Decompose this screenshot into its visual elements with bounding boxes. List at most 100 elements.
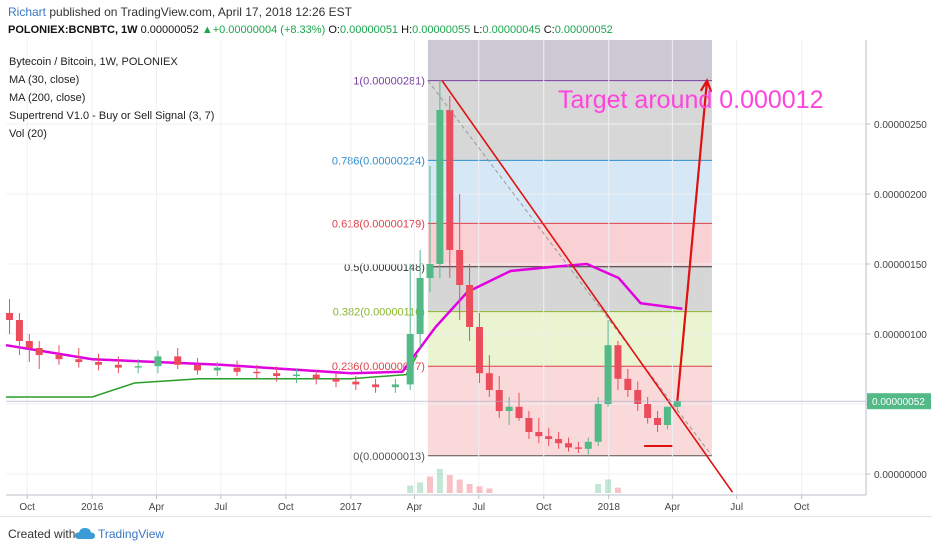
candle-body-11 (194, 364, 202, 371)
volume-bar-11 (614, 487, 621, 493)
candle-body-46 (644, 404, 652, 418)
fib-level-label-0: 1(0.00000281) (353, 76, 425, 88)
candle-body-24 (426, 264, 434, 278)
candle-body-25 (436, 110, 444, 264)
drawings[interactable] (427, 78, 734, 493)
legend-ma200: MA (200, close) (9, 92, 86, 104)
high-label: H: (401, 24, 413, 36)
candle-body-27 (456, 250, 464, 285)
fib-level-label-4: 0.382(0.00000116) (333, 307, 425, 319)
candle-body-38 (564, 443, 572, 448)
fib-zone-4 (427, 311, 712, 367)
candle-body-6 (95, 362, 103, 365)
candle-body-32 (505, 406, 513, 411)
x-tick-label-6: Apr (407, 502, 423, 513)
publish-line: Richart published on TradingView.com, Ap… (8, 5, 352, 19)
grid (6, 40, 866, 495)
x-tick-label-9: 2018 (598, 502, 621, 513)
candle-body-22 (406, 334, 414, 385)
candle-body-47 (654, 418, 662, 425)
x-tick-label-1: 2016 (81, 502, 104, 513)
axes: 0.000000000.000000500.000001000.00000150… (6, 40, 931, 513)
y-tick-label-4: 0.00000200 (874, 190, 927, 201)
published-text: published on TradingView.com, April 17, … (49, 5, 353, 19)
y-tick-label-2: 0.00000100 (874, 330, 927, 341)
target-annotation: Target around 0.000012 (558, 86, 824, 114)
candle-body-41 (594, 404, 602, 442)
volume-bar-9 (595, 484, 602, 493)
candle-body-9 (154, 356, 162, 367)
candle-body-42 (604, 345, 612, 404)
candles (6, 80, 681, 455)
candle-body-40 (584, 441, 592, 449)
fib-level-label-6: 0(0.00000013) (353, 451, 425, 463)
candle-body-19 (352, 381, 360, 385)
candle-body-17 (312, 374, 320, 379)
candle-body-30 (485, 373, 493, 390)
candle-body-33 (515, 406, 523, 418)
open-value: 0.00000051 (339, 24, 399, 36)
candle-body-29 (475, 327, 483, 374)
candle-body-31 (495, 390, 503, 411)
candle-body-49 (673, 401, 681, 407)
candle-body-15 (273, 373, 281, 376)
candle-body-28 (466, 285, 474, 327)
candle-body-18 (332, 378, 340, 382)
volume-bar-2 (426, 476, 433, 493)
y-tick-label-5: 0.00000250 (874, 120, 927, 131)
x-tick-label-7: Jul (472, 502, 485, 513)
candle-body-5 (75, 359, 83, 362)
fib-zone-1 (427, 160, 712, 224)
candle-body-39 (574, 447, 582, 449)
close-label: C: (543, 24, 555, 36)
legend-title: Bytecoin / Bitcoin, 1W, POLONIEX (9, 56, 178, 68)
fib-zone-2 (427, 223, 712, 267)
high-value: 0.00000055 (412, 24, 471, 36)
legend-supertrend: Supertrend V1.0 - Buy or Sell Signal (3,… (9, 110, 215, 122)
candle-body-4 (55, 355, 63, 360)
candle-body-10 (174, 356, 182, 365)
x-tick-label-8: Oct (536, 502, 552, 513)
tradingview-brand[interactable]: TradingView (98, 527, 165, 541)
candle-body-14 (253, 371, 261, 374)
candle-body-34 (525, 418, 533, 432)
candle-body-48 (663, 406, 671, 425)
candle-body-1 (15, 320, 23, 341)
x-tick-label-4: Oct (278, 502, 294, 513)
candle-body-13 (233, 367, 241, 372)
last-price-badge (867, 393, 931, 410)
x-tick-label-10: Apr (665, 502, 681, 513)
volume-bars (407, 469, 621, 493)
downtrend-line (441, 80, 734, 493)
candle-body-26 (446, 110, 454, 250)
open-label: O: (328, 24, 340, 36)
volume-bar-0 (407, 485, 414, 493)
last-price-label: 0.00000052 (872, 397, 925, 408)
candle-body-35 (535, 432, 543, 437)
candle-body-3 (35, 348, 43, 355)
symbol-name[interactable]: POLONIEX:BCNBTC, 1W (8, 24, 138, 36)
x-tick-label-3: Jul (214, 502, 227, 513)
x-tick-label-2: Apr (149, 502, 165, 513)
ma200-line (6, 354, 418, 398)
fib-level-label-1: 0.786(0.00000224) (332, 155, 425, 167)
legend-vol: Vol (20) (9, 128, 47, 140)
volume-bar-10 (605, 479, 612, 493)
volume-bar-8 (486, 488, 493, 493)
candle-body-23 (416, 278, 424, 334)
author-link[interactable]: Richart (8, 5, 47, 19)
candle-body-37 (555, 439, 563, 444)
fib-level-label-5: 0.236(0.00000077) (332, 361, 425, 373)
x-tick-label-0: Oct (19, 502, 35, 513)
volume-bar-4 (446, 475, 453, 493)
volume-bar-6 (466, 484, 473, 493)
price-chart[interactable]: 1(0.00000281) 0.786(0.00000224) 0.618(0.00… (0, 40, 932, 516)
price-change: +0.00000004 (+8.33%) (212, 24, 326, 36)
candle-body-16 (292, 374, 300, 376)
fib-diagonal-line (427, 80, 713, 457)
x-tick-label-12: Oct (794, 502, 810, 513)
candle-body-12 (213, 367, 221, 371)
candle-body-7 (114, 364, 122, 368)
target-arrow-shaft (676, 80, 709, 402)
y-tick-label-0: 0.00000000 (874, 470, 927, 481)
